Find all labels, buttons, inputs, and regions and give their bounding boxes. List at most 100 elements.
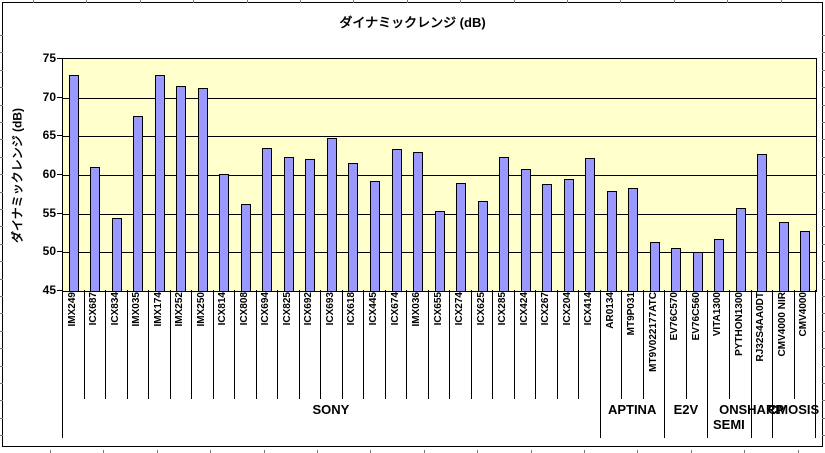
category-label-CMV4000 NIR: CMV4000 NIR xyxy=(776,292,788,357)
sheet-row-tick xyxy=(0,435,3,437)
category-label-wrap: ICX694 xyxy=(259,292,273,399)
bar-ICX625 xyxy=(477,200,488,291)
category-boundary-line xyxy=(341,290,343,399)
sheet-row-tick xyxy=(0,243,3,245)
category-boundary-line xyxy=(535,290,537,399)
category-label-ICX825: ICX825 xyxy=(281,292,293,326)
category-boundary-line xyxy=(169,290,171,399)
bar-ICX694 xyxy=(262,147,273,291)
category-label-wrap: EV76C560 xyxy=(690,292,704,399)
bar-ICX445 xyxy=(370,181,380,291)
category-label-wrap: ICX808 xyxy=(238,292,252,399)
category-label-wrap: PYTHON1300 xyxy=(733,292,747,399)
group-label-line: SHARP xyxy=(738,402,785,417)
category-label-CMV4000: CMV4000 xyxy=(798,292,810,337)
bar-CMV4000 xyxy=(800,230,811,291)
bar-PYTHON1300 xyxy=(735,207,746,291)
sheet-row-tick xyxy=(822,69,825,71)
category-boundary-line xyxy=(126,290,128,399)
bar-ICX267 xyxy=(542,184,553,291)
category-boundary-line xyxy=(363,290,365,399)
category-label-AR0134: AR0134 xyxy=(604,292,616,329)
category-label-wrap: ICX825 xyxy=(281,292,295,399)
category-label-wrap: ICX414 xyxy=(582,292,596,399)
sheet-column-tick xyxy=(300,0,301,3)
sheet-row-tick xyxy=(822,243,825,245)
category-label-wrap: IMX250 xyxy=(195,292,209,399)
sheet-column-tick xyxy=(797,450,799,453)
bar-ICX414 xyxy=(585,158,596,291)
category-label-EV76C570: EV76C570 xyxy=(669,292,681,341)
sheet-row-tick xyxy=(0,400,3,402)
sheet-row-tick xyxy=(0,87,3,89)
category-label-ICX625: ICX625 xyxy=(475,292,487,326)
group-label-e2v: E2V xyxy=(664,402,707,417)
y-tick-label-65: 65 xyxy=(42,128,56,143)
bar-ICX274 xyxy=(456,182,466,291)
category-boundary-line xyxy=(320,290,322,399)
category-label-wrap: ICX274 xyxy=(453,292,467,399)
bar-ICX655 xyxy=(434,210,445,291)
category-label-wrap: AR0134 xyxy=(604,292,618,399)
category-label-wrap: ICX618 xyxy=(345,292,359,399)
bar-IMX252 xyxy=(176,86,187,291)
sheet-column-tick xyxy=(33,0,34,3)
group-boundary-line xyxy=(664,290,666,438)
sheet-row-tick xyxy=(822,313,825,315)
sheet-column-tick xyxy=(530,450,532,453)
category-label-VITA1300: VITA1300 xyxy=(712,292,724,337)
sheet-row-tick xyxy=(0,35,3,36)
category-label-wrap: ICX692 xyxy=(302,292,316,399)
sheet-row-tick xyxy=(822,435,825,437)
category-boundary-line xyxy=(470,290,472,399)
bar-ICX834 xyxy=(111,217,122,291)
category-label-wrap: RJ32S4AA0DT xyxy=(754,292,768,399)
bar-IMX036 xyxy=(413,151,423,291)
category-label-wrap: ICX687 xyxy=(87,292,101,399)
sheet-row-tick xyxy=(822,261,825,263)
bar-ICX814 xyxy=(219,174,230,291)
category-boundary-line xyxy=(148,290,150,399)
category-boundary-line xyxy=(578,290,580,399)
y-tick-mark-65 xyxy=(57,135,62,137)
sheet-row-tick xyxy=(822,383,825,384)
sheet-row-tick xyxy=(0,261,3,263)
y-tick-mark-70 xyxy=(57,96,62,98)
category-label-ICX808: ICX808 xyxy=(238,292,250,326)
sheet-row-tick xyxy=(0,174,3,176)
sheet-row-tick xyxy=(0,365,3,367)
group-label-sharp: SHARP xyxy=(739,402,785,417)
sheet-row-tick xyxy=(822,330,825,332)
category-label-wrap: IMX036 xyxy=(410,292,424,399)
bar-ICX618 xyxy=(348,163,359,291)
category-label-IMX249: IMX249 xyxy=(66,292,78,327)
y-tick-label-50: 50 xyxy=(42,244,56,259)
group-label-line: CMOSIS xyxy=(767,402,820,417)
y-tick-label-55: 55 xyxy=(42,205,56,220)
bar-ICX424 xyxy=(520,168,531,291)
category-label-wrap: ICX655 xyxy=(432,292,446,399)
category-boundary-line xyxy=(513,290,515,399)
sheet-row-tick xyxy=(822,122,825,123)
sheet-column-tick xyxy=(513,0,515,3)
group-boundary-line xyxy=(707,290,709,438)
group-boundary-line xyxy=(815,290,816,438)
sheet-column-tick xyxy=(210,450,212,453)
group-boundary-line xyxy=(62,290,63,438)
category-label-ICX693: ICX693 xyxy=(324,292,336,326)
category-label-ICX655: ICX655 xyxy=(432,292,444,326)
bar-EV76C560 xyxy=(692,251,703,291)
category-label-wrap: ICX445 xyxy=(367,292,381,399)
bar-CMV4000 NIR xyxy=(778,222,789,291)
sheet-column-tick xyxy=(637,450,639,453)
sheet-row-tick xyxy=(822,209,825,210)
category-label-wrap: CMV4000 NIR xyxy=(776,292,790,399)
category-label-wrap: ICX693 xyxy=(324,292,338,399)
sheet-row-tick xyxy=(0,296,3,297)
sheet-row-tick xyxy=(0,383,3,384)
category-label-wrap: ICX814 xyxy=(216,292,230,399)
bar-EV76C570 xyxy=(671,247,682,291)
bar-VITA1300 xyxy=(714,239,725,291)
plot-area xyxy=(62,58,817,292)
category-label-wrap: ICX625 xyxy=(475,292,489,399)
